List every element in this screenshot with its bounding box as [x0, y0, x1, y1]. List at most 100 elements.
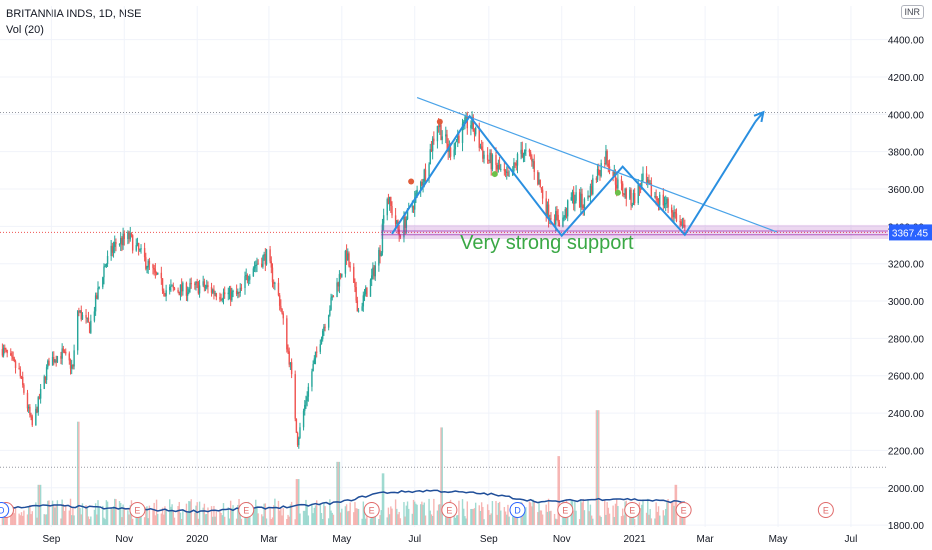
candle-body — [478, 127, 480, 148]
candle-body — [615, 184, 618, 189]
volume-bar — [512, 516, 514, 525]
y-tick-label: 2000.00 — [888, 484, 925, 495]
volume-bar — [253, 508, 256, 525]
candle-body — [79, 310, 81, 312]
candle-body — [354, 282, 356, 288]
volume-bar — [533, 501, 535, 525]
candle-body — [235, 290, 238, 295]
candle-body — [307, 386, 310, 397]
volume-bar — [590, 515, 593, 525]
candle-body — [588, 195, 590, 197]
x-tick-label: May — [769, 534, 788, 545]
volume-bar — [529, 502, 532, 525]
candle-body — [680, 221, 682, 226]
volume-bar — [645, 512, 648, 525]
signal-dot — [436, 118, 443, 125]
candle-body — [30, 414, 32, 417]
event-markers[interactable]: EEEEEEEEEDD — [0, 502, 834, 518]
volume-bar — [454, 517, 457, 525]
volume-bar — [388, 514, 391, 525]
volume-bar — [23, 510, 25, 525]
volume-bar — [656, 511, 659, 525]
volume-bar — [239, 514, 241, 525]
candle-body — [347, 253, 349, 261]
volume-bar — [96, 514, 98, 525]
candle-body — [674, 211, 676, 214]
volume-bar — [655, 502, 657, 525]
candle-body — [18, 367, 20, 370]
event-marker — [557, 502, 574, 518]
volume-bar — [356, 508, 359, 525]
candle-body — [533, 161, 535, 172]
x-axis[interactable]: Sep Nov 2020 Mar May Jul Sep Nov 2021 Mar May Jul — [42, 534, 857, 545]
x-tick-label: Jul — [845, 534, 858, 545]
volume-bar — [51, 500, 54, 525]
candle-body — [102, 277, 104, 288]
candle-body — [373, 267, 375, 277]
volume-bar — [171, 504, 173, 525]
candle-body — [14, 361, 17, 368]
candle-body — [246, 275, 249, 281]
volume-bar — [431, 515, 434, 525]
volume-bar — [638, 502, 641, 525]
volume-bar — [114, 498, 116, 525]
candle-body — [227, 292, 229, 295]
candle-body — [154, 269, 157, 273]
drawings[interactable]: Very strong support — [380, 96, 889, 254]
candle-body — [135, 245, 137, 251]
candle-body — [232, 290, 234, 292]
last-price-label: 3367.45 — [892, 228, 929, 239]
volume-bar — [195, 505, 197, 525]
candle-body — [245, 275, 247, 277]
candle-body — [316, 351, 318, 353]
candle-body — [631, 204, 633, 206]
volume-bar — [128, 514, 130, 525]
volume-bar — [583, 510, 586, 525]
volume-bar — [621, 508, 624, 525]
candle-body — [575, 192, 577, 201]
candle-body — [85, 314, 87, 318]
candle-body — [563, 217, 565, 219]
candle-body — [62, 348, 65, 352]
candle-body — [10, 353, 12, 356]
volume-bar — [649, 509, 651, 525]
volume-bar — [269, 508, 271, 525]
volume-bar — [345, 504, 348, 525]
volume-bar — [587, 499, 589, 525]
candle-body — [256, 263, 258, 266]
candle-body — [36, 408, 38, 413]
candle-body — [155, 272, 158, 275]
candle-body — [531, 156, 533, 162]
volume-bar — [336, 461, 338, 525]
candle-body — [503, 168, 506, 171]
currency-badge[interactable]: INR — [900, 5, 924, 19]
candle-body — [2, 347, 5, 356]
volume-bar — [672, 501, 674, 525]
candle-body — [264, 254, 267, 265]
volume-bar — [506, 514, 508, 525]
y-axis[interactable]: 1800.00 2000.00 2200.00 2400.00 2600.00 2800.… — [888, 36, 932, 533]
volume-bar — [61, 499, 63, 525]
volume-bar — [497, 502, 500, 525]
x-tick-label: Nov — [115, 534, 133, 545]
signal-dot — [614, 189, 621, 196]
candle-body — [679, 221, 681, 223]
candle-body — [143, 248, 146, 258]
volume-bar — [369, 518, 372, 525]
candle-body — [474, 127, 477, 135]
candle-body — [288, 351, 290, 365]
volume-bar — [148, 505, 151, 525]
candle-body — [437, 126, 440, 128]
volume-bar — [314, 505, 317, 525]
candle-body — [538, 179, 540, 185]
candle-body — [422, 181, 424, 186]
volume-bar — [642, 499, 644, 525]
candle-body — [65, 351, 67, 354]
volume-bar — [220, 512, 222, 525]
candle-body — [448, 147, 451, 152]
event-marker — [129, 502, 146, 518]
volume-bar — [60, 518, 62, 525]
volume-bar — [582, 498, 584, 525]
volume-bar — [147, 518, 149, 525]
